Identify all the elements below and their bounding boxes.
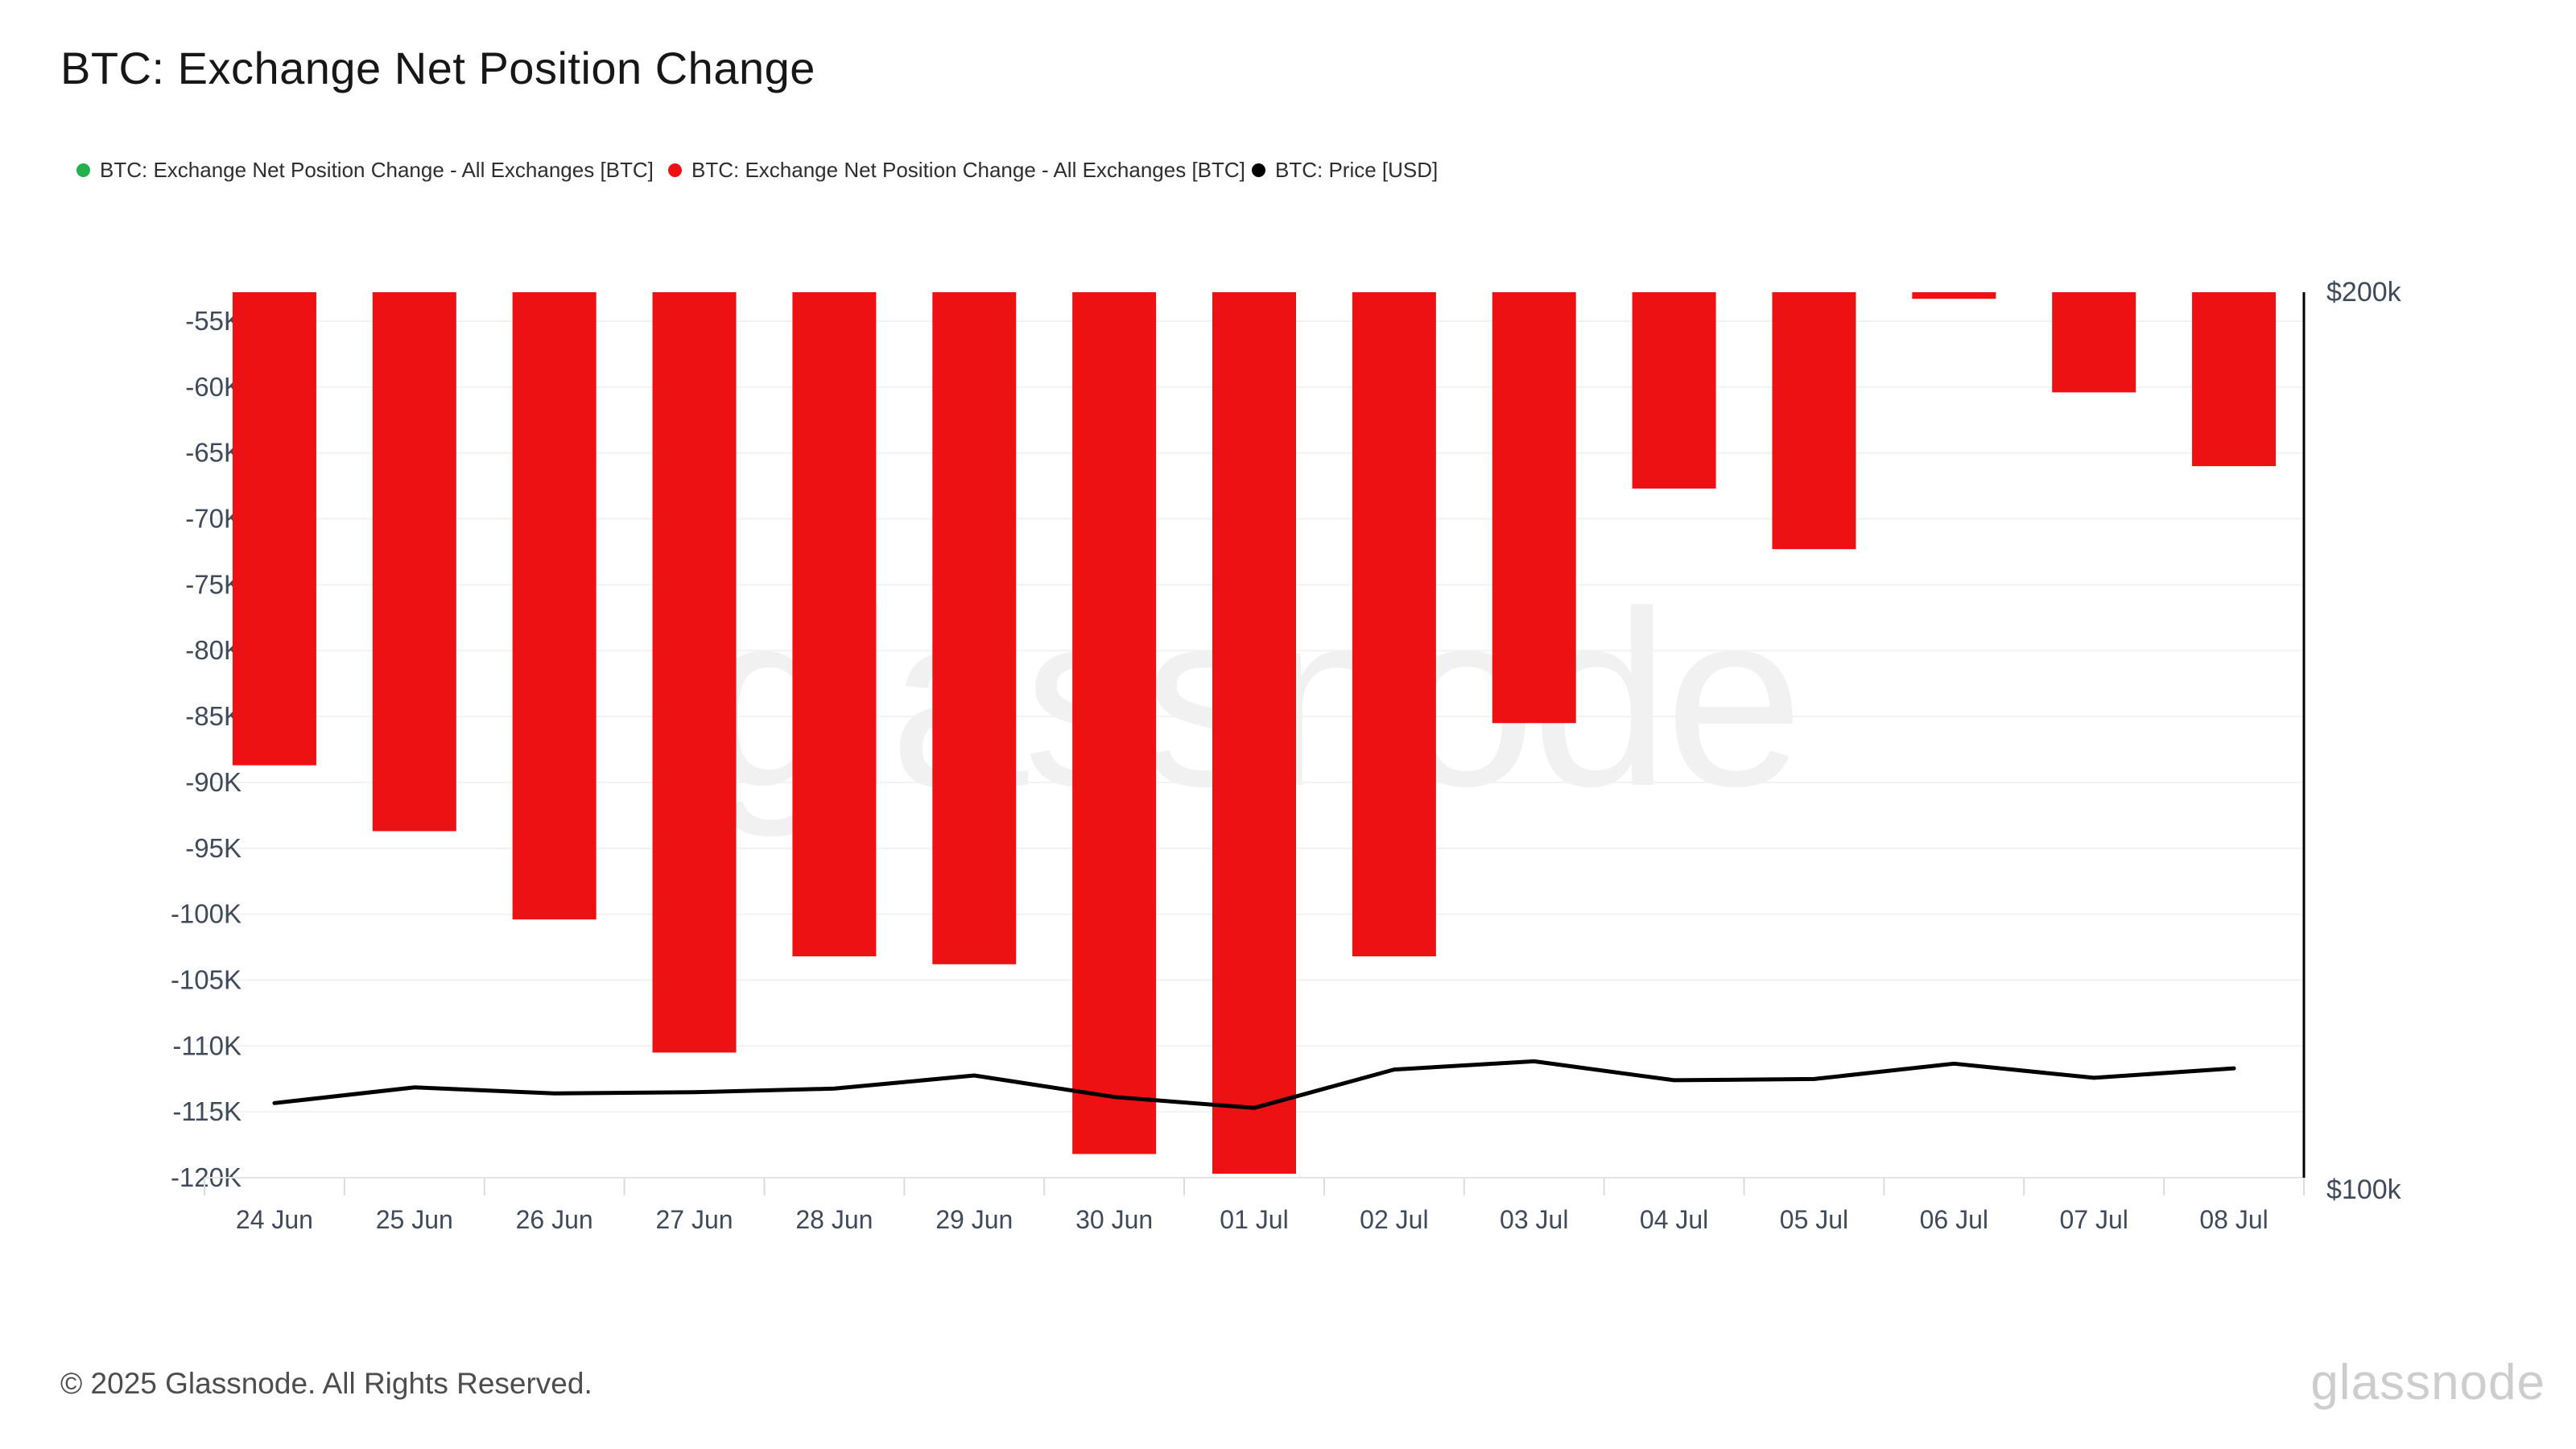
legend-dot-green-icon <box>76 163 90 177</box>
legend-dot-black-icon <box>1252 163 1265 177</box>
x-axis-label: 05 Jul <box>1780 1205 1848 1234</box>
right-axis-label-bottom: $100k <box>2326 1174 2402 1205</box>
bar-05-jul[interactable] <box>1772 292 1856 550</box>
x-axis-label: 25 Jun <box>376 1205 453 1234</box>
bar-01-jul[interactable] <box>1212 292 1296 1174</box>
right-axis-label-top: $200k <box>2326 277 2402 308</box>
y-axis-label: -105K <box>171 964 242 994</box>
y-axis-label: -70K <box>185 504 242 534</box>
bar-25-jun[interactable] <box>372 292 456 832</box>
x-axis-label: 29 Jun <box>935 1205 1013 1234</box>
page-title: BTC: Exchange Net Position Change <box>60 43 815 93</box>
legend-dot-red-icon <box>668 163 682 177</box>
glassnode-logo: glassnode <box>2310 1355 2545 1410</box>
bar-27-jun[interactable] <box>652 292 737 1053</box>
x-axis-label: 24 Jun <box>236 1205 313 1234</box>
x-axis-label: 30 Jun <box>1075 1205 1153 1234</box>
y-axis-label: -95K <box>185 833 242 863</box>
legend-item-label: BTC: Price [USD] <box>1275 158 1439 182</box>
price-line <box>272 1059 2236 1110</box>
y-axis-label: -55K <box>185 306 242 336</box>
y-axis-label: -65K <box>185 438 242 468</box>
y-axis-label: -75K <box>185 569 242 599</box>
x-axis-label: 08 Jul <box>2199 1205 2268 1234</box>
legend-item-label: BTC: Exchange Net Position Change - All … <box>100 158 654 182</box>
legend-item-btc-price[interactable]: BTC: Price [USD] <box>1252 158 1438 183</box>
y-axis-label: -85K <box>185 701 242 731</box>
bar-29-jun[interactable] <box>932 292 1017 964</box>
x-axis-label: 02 Jul <box>1360 1205 1428 1234</box>
bar-07-jul[interactable] <box>2052 292 2136 393</box>
y-axis-label: -110K <box>172 1030 242 1060</box>
bar-08-jul[interactable] <box>2192 292 2277 467</box>
bar-04-jul[interactable] <box>1632 292 1716 489</box>
bar-24-jun[interactable] <box>232 292 316 766</box>
x-axis-label: 04 Jul <box>1640 1205 1708 1234</box>
bar-28-jun[interactable] <box>792 292 877 956</box>
x-axis-label: 28 Jun <box>795 1205 873 1234</box>
bar-06-jul[interactable] <box>1912 292 1996 299</box>
y-axis-label: -60K <box>185 372 242 402</box>
x-axis-label: 07 Jul <box>2060 1205 2128 1234</box>
bar-30-jun[interactable] <box>1072 292 1157 1154</box>
x-axis-label: 03 Jul <box>1500 1205 1568 1234</box>
footer-copyright: © 2025 Glassnode. All Rights Reserved. <box>60 1367 592 1400</box>
y-axis-label: -100K <box>171 899 242 929</box>
x-axis-label: 26 Jun <box>516 1205 593 1234</box>
y-axis-label: -115K <box>172 1096 242 1126</box>
y-axis-label: -80K <box>185 635 242 665</box>
bar-03-jul[interactable] <box>1492 292 1576 724</box>
bar-26-jun[interactable] <box>512 292 597 920</box>
x-axis-label: 06 Jul <box>1920 1205 1988 1234</box>
y-axis-label: -90K <box>185 767 242 797</box>
legend: BTC: Exchange Net Position Change - All … <box>0 158 2576 190</box>
legend-item-net-position-change-green[interactable]: BTC: Exchange Net Position Change - All … <box>76 158 654 183</box>
legend-item-label: BTC: Exchange Net Position Change - All … <box>691 158 1245 182</box>
bar-02-jul[interactable] <box>1352 292 1436 956</box>
x-axis-label: 01 Jul <box>1220 1205 1288 1234</box>
x-axis-label: 27 Jun <box>655 1205 733 1234</box>
legend-item-net-position-change-red[interactable]: BTC: Exchange Net Position Change - All … <box>668 158 1245 183</box>
